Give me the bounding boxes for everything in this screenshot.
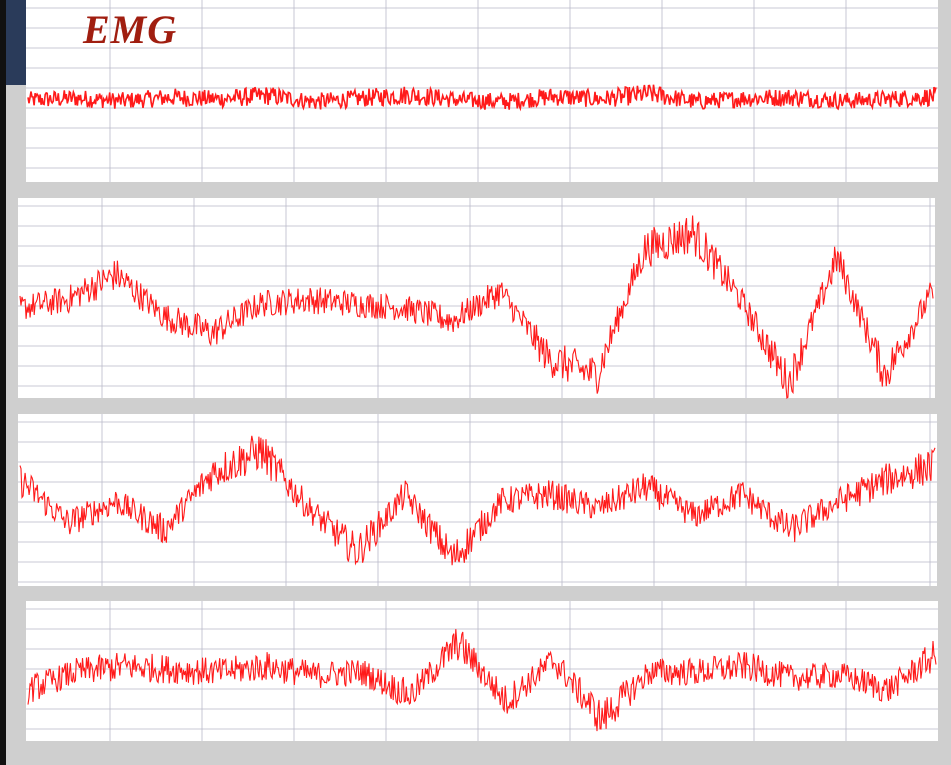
header-strip [6, 0, 28, 85]
emg-panel-1 [26, 0, 938, 182]
slide-left-bar [0, 0, 6, 765]
emg-trace-4 [27, 629, 937, 732]
slide-title: EMG [83, 7, 178, 52]
emg-trace-2 [19, 215, 934, 400]
panel-background [18, 414, 937, 586]
emg-panel-2 [18, 198, 935, 400]
emg-trace-1 [27, 84, 937, 112]
emg-panel-4 [26, 601, 938, 741]
emg-panel-3 [18, 414, 937, 586]
emg-trace-3 [19, 435, 936, 566]
